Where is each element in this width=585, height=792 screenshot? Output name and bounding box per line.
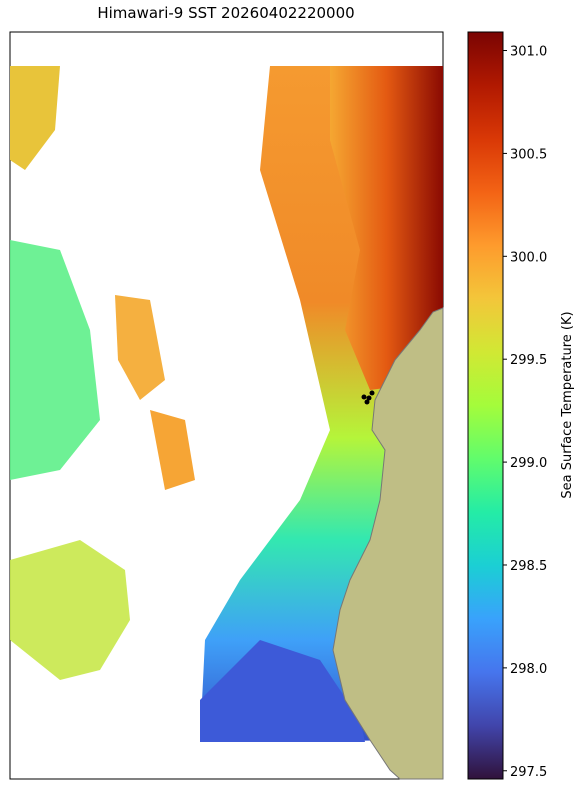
sst-patch — [10, 66, 60, 170]
station — [366, 395, 372, 401]
sst-patch — [150, 410, 195, 490]
map — [9, 31, 444, 780]
colorbar-tick-label: 300.5 — [510, 147, 547, 162]
land — [332, 307, 444, 780]
colorbar-tick-label: 298.0 — [510, 662, 547, 677]
colorbar-label: Sea Surface Temperature (K) — [560, 311, 575, 498]
colorbar — [467, 31, 504, 780]
stations — [361, 390, 375, 405]
sst-patch — [10, 540, 130, 680]
title: Himawari-9 SST 20260402220000 — [97, 4, 354, 22]
sst-patch — [10, 240, 100, 480]
colorbar-tick-label: 301.0 — [510, 45, 547, 60]
colorbar-tick-label: 299.5 — [510, 353, 547, 368]
colorbar-tick-label: 300.0 — [510, 250, 547, 265]
station — [369, 390, 375, 396]
sst-patch — [200, 640, 365, 742]
warm-pool — [330, 66, 443, 390]
colorbar-tick-label: 297.5 — [510, 765, 547, 780]
colorbar-tick-label: 298.5 — [510, 559, 547, 574]
station — [361, 394, 367, 400]
colorbar-tick-label: 299.0 — [510, 456, 547, 471]
station — [364, 399, 370, 405]
sst-patch — [115, 295, 165, 400]
